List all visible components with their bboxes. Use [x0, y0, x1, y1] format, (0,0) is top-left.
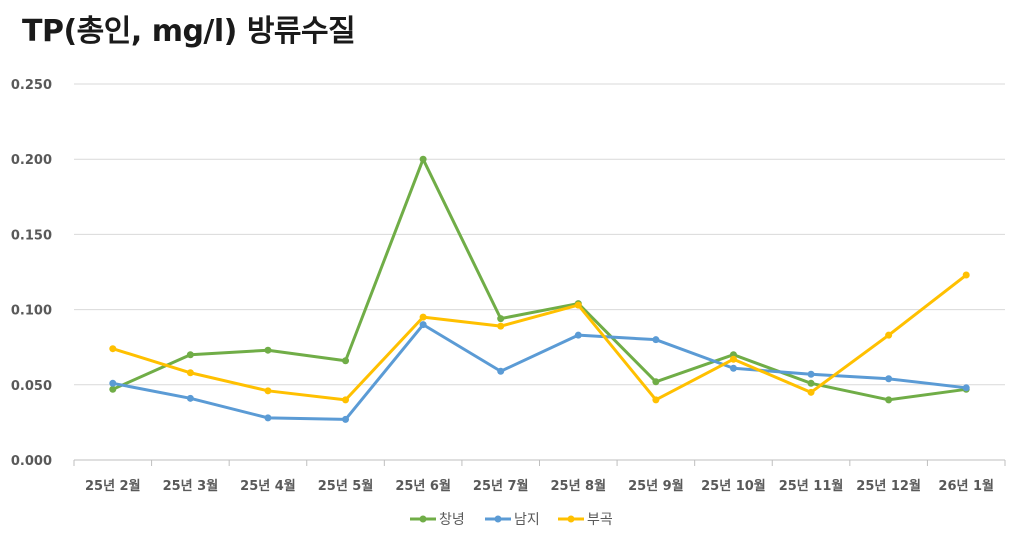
data-point	[885, 375, 893, 383]
chart-title: TP(총인, mg/l) 방류수질	[22, 14, 356, 49]
data-point	[419, 313, 427, 321]
x-tick-label: 26년 1월	[938, 478, 994, 494]
legend-marker	[419, 515, 427, 523]
data-point	[807, 388, 815, 396]
legend-marker	[494, 515, 502, 523]
legend-label: 부곡	[587, 512, 613, 528]
x-tick-label: 25년 8월	[550, 478, 606, 494]
data-point	[264, 387, 272, 395]
legend-marker	[567, 515, 575, 523]
data-point	[186, 351, 194, 359]
data-point	[109, 345, 117, 353]
data-point	[264, 346, 272, 354]
data-point	[497, 367, 505, 375]
data-point	[652, 336, 660, 344]
data-point	[729, 355, 737, 363]
x-tick-label: 25년 7월	[473, 478, 529, 494]
data-point	[109, 385, 117, 393]
data-point	[342, 396, 350, 404]
data-point	[652, 396, 660, 404]
x-tick-label: 25년 12월	[856, 478, 921, 494]
x-tick-label: 25년 9월	[628, 478, 684, 494]
data-point	[186, 369, 194, 377]
data-point	[885, 396, 893, 404]
x-tick-label: 25년 10월	[701, 478, 766, 494]
series-line-창녕	[112, 157, 967, 402]
x-tick-label: 25년 4월	[240, 478, 296, 494]
data-point	[419, 321, 427, 329]
data-point	[497, 322, 505, 330]
data-point	[574, 301, 582, 309]
data-point	[962, 384, 970, 392]
data-point	[729, 364, 737, 372]
data-point	[574, 331, 582, 339]
y-tick-label: 0.250	[11, 78, 52, 93]
data-point	[497, 315, 505, 323]
data-point	[186, 394, 194, 402]
y-tick-label: 0.050	[11, 379, 52, 394]
data-point	[807, 379, 815, 387]
x-tick-label: 25년 6월	[395, 478, 451, 494]
data-point	[652, 378, 660, 386]
legend-label: 창녕	[439, 512, 465, 528]
data-point	[962, 271, 970, 279]
data-point	[885, 331, 893, 339]
data-point	[419, 155, 427, 163]
legend-label: 남지	[514, 512, 540, 528]
series-line-남지	[112, 323, 967, 421]
data-point	[807, 370, 815, 378]
x-tick-label: 25년 5월	[318, 478, 374, 494]
y-tick-label: 0.150	[11, 228, 52, 243]
data-point	[109, 379, 117, 387]
y-tick-label: 0.000	[11, 454, 52, 469]
series-line-부곡	[112, 273, 968, 402]
y-tick-label: 0.100	[11, 304, 52, 319]
data-point	[264, 414, 272, 422]
x-tick-label: 25년 2월	[85, 478, 141, 494]
y-tick-label: 0.200	[11, 153, 52, 168]
x-tick-label: 25년 3월	[163, 478, 219, 494]
data-point	[342, 415, 350, 423]
x-tick-label: 25년 11월	[779, 478, 844, 494]
data-point	[342, 357, 350, 365]
